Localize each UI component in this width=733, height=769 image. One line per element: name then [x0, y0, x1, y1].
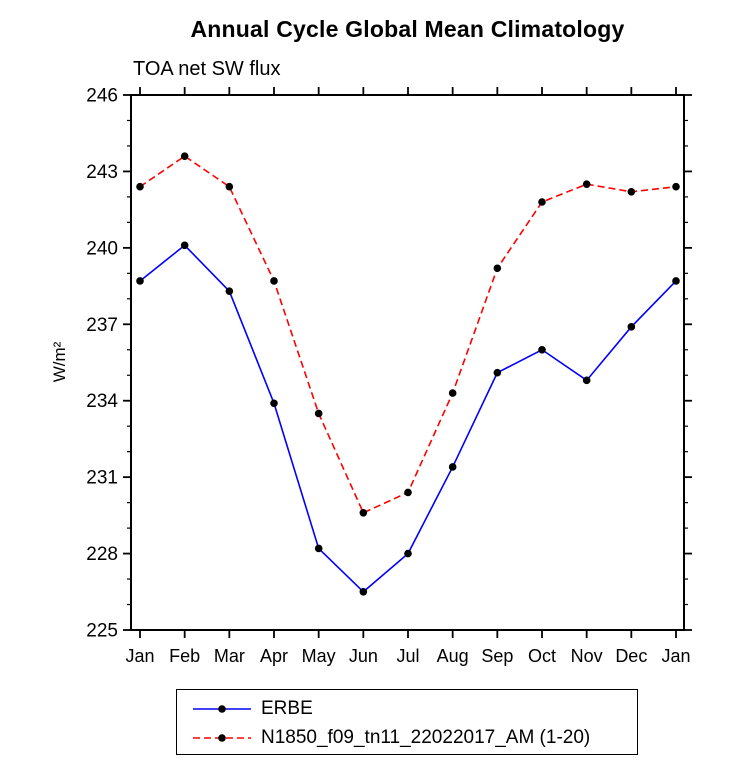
svg-text:234: 234	[86, 391, 118, 412]
svg-text:Jul: Jul	[396, 646, 419, 666]
legend-item-erbe: ERBE	[191, 694, 637, 723]
axis-major-ticks	[123, 87, 692, 638]
svg-text:243: 243	[86, 162, 118, 183]
y-axis-tick-labels: 225 228 231 234 237 240 243 246	[86, 86, 118, 642]
erbe-legend-marker	[218, 704, 226, 713]
plot-border	[130, 94, 685, 631]
svg-text:240: 240	[86, 238, 118, 259]
chart-title: Annual Cycle Global Mean Climatology	[190, 16, 625, 42]
svg-text:Dec: Dec	[615, 646, 647, 666]
svg-text:Aug: Aug	[437, 646, 469, 666]
svg-text:Mar: Mar	[214, 646, 245, 666]
legend-line-sample-erbe	[193, 704, 251, 713]
svg-text:Sep: Sep	[481, 646, 513, 666]
svg-text:Apr: Apr	[260, 646, 288, 666]
svg-text:Nov: Nov	[571, 646, 603, 666]
erbe-series-line	[139, 244, 677, 593]
model-series-markers	[136, 152, 680, 517]
svg-text:237: 237	[86, 315, 118, 336]
svg-text:Jan: Jan	[125, 646, 154, 666]
model-series-line	[139, 155, 677, 514]
svg-text:246: 246	[86, 86, 118, 107]
svg-text:Oct: Oct	[528, 646, 556, 666]
svg-text:Jun: Jun	[349, 646, 378, 666]
y-axis-label: W/m²	[50, 341, 69, 383]
x-axis-tick-labels: Jan Feb Mar Apr May Jun Jul Aug Sep Oct Nov Dec Jan	[125, 646, 690, 666]
legend-item-model: N1850_f09_tn11_22022017_AM (1-20)	[191, 723, 637, 752]
svg-text:May: May	[302, 646, 336, 666]
model-legend-marker	[218, 733, 226, 742]
chart-subtitle: TOA net SW flux	[133, 58, 281, 80]
legend-line-sample-model	[193, 733, 251, 742]
svg-text:231: 231	[86, 468, 118, 489]
svg-text:225: 225	[86, 621, 118, 642]
svg-text:228: 228	[86, 544, 118, 565]
legend: ERBE N1850_f09_tn11_22022017_AM (1-20)	[176, 689, 638, 755]
legend-label-erbe: ERBE	[261, 697, 313, 719]
svg-text:Feb: Feb	[169, 646, 200, 666]
y-axis-minor-ticks	[127, 119, 688, 606]
legend-label-model: N1850_f09_tn11_22022017_AM (1-20)	[261, 726, 591, 748]
erbe-series-markers	[136, 241, 680, 596]
svg-text:Jan: Jan	[661, 646, 690, 666]
